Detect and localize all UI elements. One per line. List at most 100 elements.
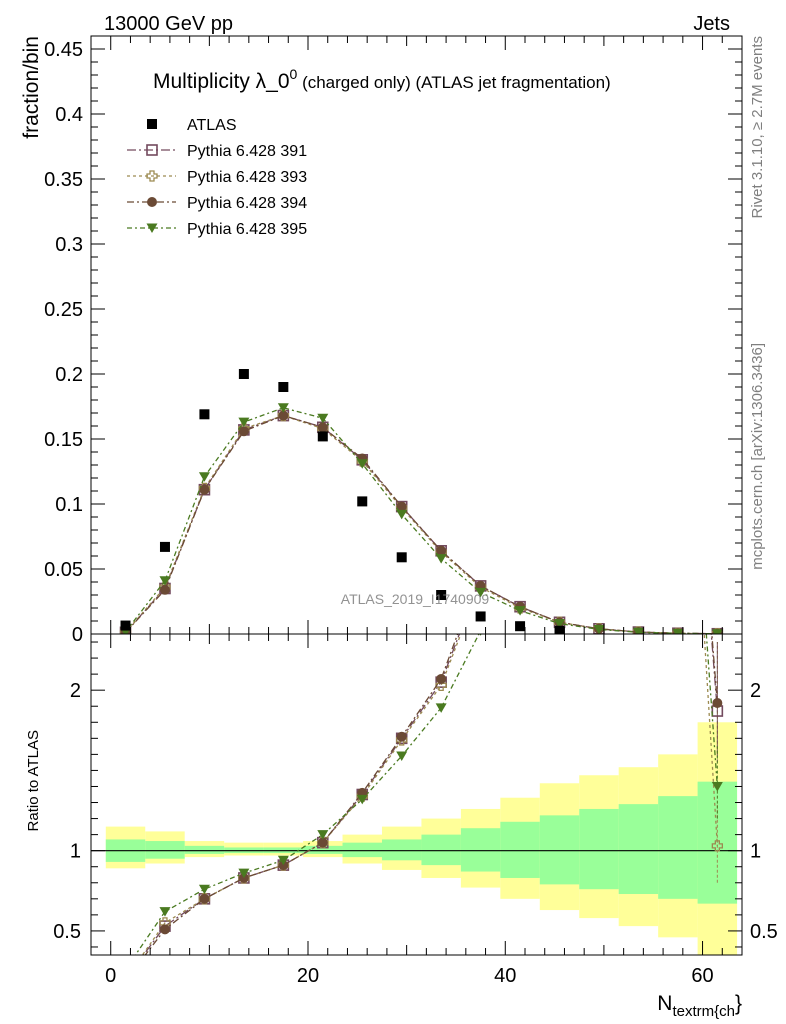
ratio-point bbox=[121, 974, 131, 984]
ratio-point bbox=[711, 840, 723, 852]
x-axis-label-tail: } bbox=[735, 992, 742, 1015]
ratio-point bbox=[712, 698, 723, 709]
ratio-point bbox=[159, 924, 170, 935]
ratio-point bbox=[673, 204, 683, 214]
ratio-point bbox=[199, 893, 210, 904]
rivet-label: Rivet 3.1.10, ≥ 2.7M events bbox=[749, 36, 766, 219]
ratio-point bbox=[317, 837, 328, 848]
uncertainty-band-inner bbox=[500, 821, 540, 878]
header-left: 13000 GeV pp bbox=[104, 13, 233, 35]
ratio-point bbox=[711, 781, 723, 792]
data-point bbox=[317, 413, 329, 424]
ratio-point bbox=[633, 284, 643, 294]
uncertainty-band-inner bbox=[303, 845, 343, 854]
ratio-point bbox=[515, 557, 526, 567]
ratio-point bbox=[673, 204, 683, 214]
x-tick-label: 0 bbox=[105, 965, 116, 987]
ratio-line bbox=[144, 634, 718, 955]
uncertainty-band-inner bbox=[579, 808, 619, 890]
data-point bbox=[238, 426, 249, 437]
ratio-series-4 bbox=[120, 236, 723, 975]
data-point bbox=[199, 409, 210, 420]
ratio-point bbox=[120, 965, 131, 975]
ratio-point bbox=[436, 673, 447, 684]
data-point bbox=[396, 509, 408, 520]
legend-marker bbox=[146, 223, 158, 233]
ratio-point bbox=[633, 284, 643, 294]
x-axis-label-sub: textrm{ch bbox=[672, 1003, 735, 1020]
chart-title: Multiplicity λ_00 (charged only) (ATLAS … bbox=[153, 66, 611, 93]
main-plot: 0 0.05 0.1 0.15 0.2 0.25 0.3 0.35 0.4 0.45 bbox=[44, 35, 743, 646]
series-pythia-6428-395 bbox=[120, 403, 723, 634]
uncertainty-band-inner bbox=[145, 841, 185, 859]
y-axis-label: fraction/bin bbox=[20, 36, 43, 139]
ratio-point bbox=[515, 493, 525, 503]
data-point bbox=[317, 422, 328, 433]
uncertainty-band-inner bbox=[342, 842, 382, 858]
y-tick-label: 0.45 bbox=[44, 39, 83, 61]
x-tick-label: 20 bbox=[297, 965, 319, 987]
data-point bbox=[199, 484, 210, 495]
chart-title-suffix: (charged only) (ATLAS jet fragmentation) bbox=[297, 73, 610, 92]
ratio-point bbox=[238, 868, 250, 879]
ratio-point bbox=[198, 884, 210, 895]
ratio-point bbox=[476, 566, 486, 576]
y-tick-label: 0.3 bbox=[55, 234, 83, 256]
uncertainty-band-inner bbox=[618, 804, 659, 895]
x-axis-label-main: N bbox=[657, 992, 672, 1015]
ratio-point bbox=[277, 855, 289, 866]
ratio-y-axis-label: Ratio to ATLAS bbox=[25, 730, 42, 831]
data-point bbox=[356, 459, 368, 469]
x-tick-label: 60 bbox=[691, 965, 713, 987]
y-tick-label: 0.25 bbox=[44, 299, 83, 321]
ratio-tick-label: 1 bbox=[70, 841, 81, 863]
data-point bbox=[278, 410, 289, 421]
data-point bbox=[238, 369, 249, 379]
ratio-point bbox=[555, 428, 565, 438]
main-plot-data bbox=[119, 369, 724, 634]
uncertainty-band-inner bbox=[460, 828, 501, 872]
data-point bbox=[317, 431, 328, 442]
legend-item: Pythia 6.428 391 bbox=[127, 143, 307, 160]
data-point bbox=[515, 621, 526, 632]
ratio-point bbox=[633, 333, 644, 343]
ratio-point bbox=[555, 428, 565, 438]
data-point bbox=[198, 472, 210, 482]
uncertainty-band-inner bbox=[539, 815, 580, 885]
legend-marker bbox=[146, 144, 158, 156]
legend-marker bbox=[146, 170, 158, 182]
data-point bbox=[514, 606, 526, 616]
ratio-point bbox=[633, 284, 643, 294]
data-point bbox=[159, 584, 170, 595]
ratio-plot-data bbox=[91, 204, 742, 984]
ratio-point bbox=[672, 236, 683, 246]
data-point bbox=[436, 590, 447, 600]
ratio-tick-label-right: 1 bbox=[750, 841, 761, 863]
uncertainty-band-inner bbox=[381, 839, 422, 861]
data-point bbox=[435, 554, 447, 564]
chart-title-main: Multiplicity λ_0 bbox=[153, 70, 290, 93]
data-point bbox=[475, 587, 487, 598]
ratio-point bbox=[515, 493, 525, 503]
ratio-point bbox=[555, 428, 565, 438]
y-tick-label: 0.15 bbox=[44, 429, 83, 451]
x-tick-label: 40 bbox=[494, 965, 516, 987]
ratio-point bbox=[121, 974, 131, 984]
legend-marker bbox=[147, 119, 157, 129]
y-tick-label: 0.1 bbox=[55, 494, 83, 516]
data-point bbox=[396, 552, 407, 563]
ratio-point bbox=[593, 429, 604, 439]
data-point bbox=[554, 625, 565, 634]
chart-title-sup: 0 bbox=[290, 66, 298, 82]
header-right: Jets bbox=[693, 13, 730, 35]
ratio-point bbox=[159, 907, 171, 917]
ratio-point bbox=[435, 703, 447, 713]
data-point bbox=[632, 627, 644, 634]
legend-label: Pythia 6.428 391 bbox=[187, 143, 307, 160]
y-tick-label: 0.4 bbox=[55, 104, 83, 126]
ratio-point bbox=[515, 493, 525, 503]
data-point bbox=[120, 620, 131, 631]
legend-item: ATLAS bbox=[147, 117, 237, 134]
data-point bbox=[396, 501, 407, 512]
